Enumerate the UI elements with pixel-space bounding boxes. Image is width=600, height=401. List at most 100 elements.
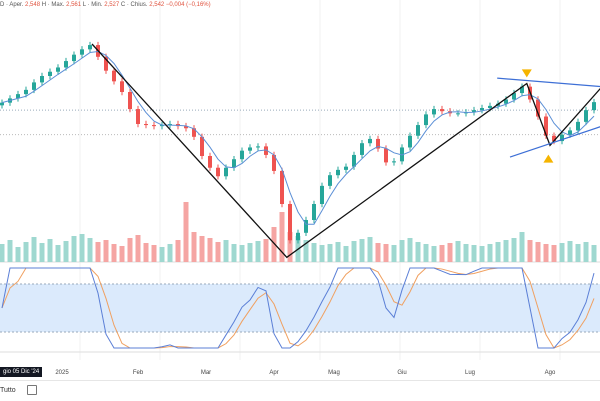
- volume-bar: [111, 244, 117, 262]
- price-chart[interactable]: 2025 Feb Mar Apr Mag Giu Lug Ago: [0, 0, 600, 380]
- volume-bar: [239, 245, 245, 262]
- oscillator-band: [0, 284, 600, 332]
- candle: [32, 82, 36, 90]
- volume-bar: [335, 242, 341, 262]
- volume-bar: [0, 244, 5, 262]
- candle: [88, 45, 92, 50]
- volume-bar: [127, 238, 133, 262]
- x-axis-label: Apr: [269, 370, 278, 376]
- candle: [56, 67, 60, 72]
- volume-bar: [255, 241, 261, 262]
- x-axis-label: Mag: [328, 370, 340, 376]
- candle: [48, 71, 52, 76]
- candle: [520, 86, 524, 94]
- volume-bar: [415, 242, 421, 262]
- x-axis-label: Giu: [397, 370, 406, 376]
- candle: [216, 167, 220, 177]
- candle: [80, 49, 84, 55]
- volume-bar: [471, 245, 477, 262]
- volume-bar: [591, 245, 597, 262]
- volume-bar: [551, 245, 557, 262]
- candle: [584, 110, 588, 122]
- volume-bar: [263, 239, 269, 262]
- volume-bar: [543, 244, 549, 262]
- volume-bar: [567, 241, 573, 262]
- volume-bar: [247, 243, 253, 262]
- volume-bar: [575, 244, 581, 262]
- volume-bar: [399, 240, 405, 262]
- volume-bar: [23, 242, 29, 262]
- volume-bar: [47, 239, 53, 262]
- volume-bar: [271, 227, 277, 262]
- candle: [408, 135, 412, 148]
- volume-bar: [231, 244, 237, 262]
- candle: [472, 110, 476, 113]
- volume-bar: [71, 236, 77, 262]
- volume-bar: [439, 245, 445, 262]
- calendar-icon[interactable]: [27, 385, 37, 395]
- arrow-down-icon: [521, 69, 532, 78]
- candle: [160, 125, 164, 127]
- high-label: H · Max.: [41, 2, 65, 8]
- volume-bar: [359, 239, 365, 262]
- volume-bar: [455, 241, 461, 262]
- candle: [224, 167, 228, 177]
- crosshair-date-badge: gio 05 Dic '24: [0, 367, 43, 377]
- volume-bar: [79, 234, 85, 262]
- volume-bar: [583, 242, 589, 262]
- range-all-button[interactable]: Tutto: [0, 387, 16, 394]
- volume-bar: [519, 232, 525, 262]
- volume-bar: [327, 244, 333, 262]
- candle: [264, 146, 268, 155]
- bottom-toolbar: Tutto: [0, 380, 600, 401]
- volume-bar: [87, 238, 93, 262]
- moving-average-line: [1, 50, 595, 225]
- volume-bar: [311, 243, 317, 262]
- candle: [328, 175, 332, 186]
- candle: [232, 159, 236, 168]
- low-value: 2,527: [104, 2, 120, 8]
- candle: [336, 169, 340, 176]
- candle: [240, 150, 244, 160]
- candle: [16, 94, 20, 99]
- candle: [168, 124, 172, 126]
- candle: [512, 93, 516, 100]
- candle: [544, 116, 548, 136]
- candle: [440, 109, 444, 112]
- ohlc-legend: D · Aper. 2,548 H · Max. 2,561 L · Min. …: [0, 2, 211, 8]
- close-label: C · Chius.: [120, 2, 148, 8]
- volume-bar: [383, 244, 389, 262]
- candle: [592, 102, 596, 111]
- candle: [72, 54, 76, 62]
- candle: [184, 126, 188, 129]
- volume-bar: [63, 241, 69, 262]
- candle: [368, 138, 372, 144]
- candle: [560, 134, 564, 142]
- volume-bar: [303, 240, 309, 262]
- volume-bar: [143, 243, 149, 262]
- candle: [248, 147, 252, 151]
- volume-bar: [135, 235, 141, 262]
- volume-bar: [407, 238, 413, 262]
- volume-bar: [15, 247, 21, 262]
- volume-bar: [423, 244, 429, 262]
- volume-bar: [319, 245, 325, 262]
- volume-bar: [367, 237, 373, 262]
- candle: [144, 124, 148, 126]
- candle: [136, 109, 140, 124]
- volume-bar: [503, 240, 509, 262]
- volume-bar: [151, 245, 157, 262]
- volume-bar: [487, 244, 493, 262]
- volume-bar: [39, 243, 45, 262]
- volume-bar: [559, 243, 565, 262]
- x-axis-label: Feb: [133, 370, 144, 376]
- x-axis-label: Ago: [545, 370, 556, 376]
- candle: [104, 56, 108, 71]
- close-value: 2,542: [149, 2, 165, 8]
- x-axis-label: 2025: [55, 370, 69, 376]
- volume-bar: [31, 237, 37, 262]
- volume-bar: [55, 245, 61, 262]
- volume-bar: [479, 246, 485, 262]
- candle: [288, 204, 292, 241]
- candle: [352, 154, 356, 167]
